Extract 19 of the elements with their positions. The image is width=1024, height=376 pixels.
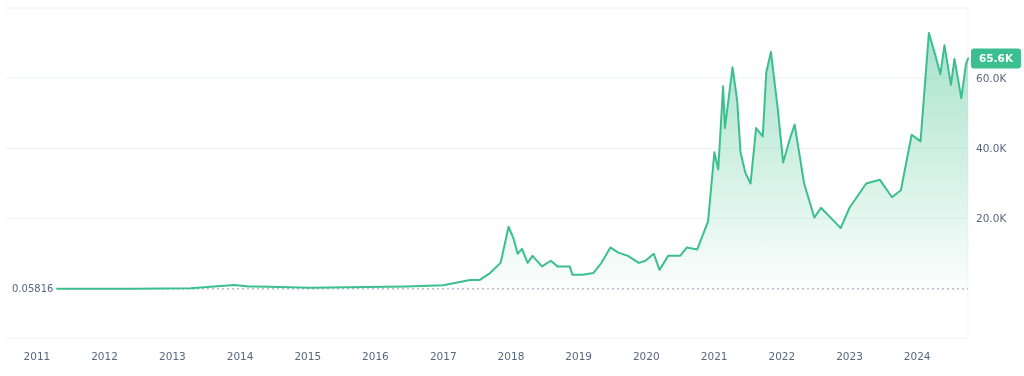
ref-line-label: 0.05816: [12, 283, 54, 295]
y-tick-label: 20.0K: [976, 212, 1008, 225]
x-tick-label: 2018: [497, 350, 525, 362]
x-tick-label: 2014: [226, 350, 254, 362]
x-tick-label: 2016: [362, 350, 390, 362]
x-tick-label: 2020: [632, 350, 660, 362]
x-tick-label: 2013: [159, 350, 186, 362]
x-tick-label: 2023: [836, 350, 863, 362]
x-tick-label: 2012: [91, 350, 118, 362]
x-tick-label: 2022: [768, 350, 796, 362]
x-tick-label: 2024: [903, 350, 931, 362]
x-tick-label: 2015: [294, 350, 322, 362]
x-tick-label: 2021: [700, 350, 728, 362]
x-tick-label: 2019: [565, 350, 593, 362]
y-tick-label: 40.0K: [976, 142, 1008, 155]
x-tick-label: 2017: [429, 350, 457, 362]
x-tick-label: 2011: [23, 350, 51, 362]
y-tick-label: 60.0K: [976, 71, 1008, 84]
annotation: 65.6K: [978, 52, 1014, 65]
